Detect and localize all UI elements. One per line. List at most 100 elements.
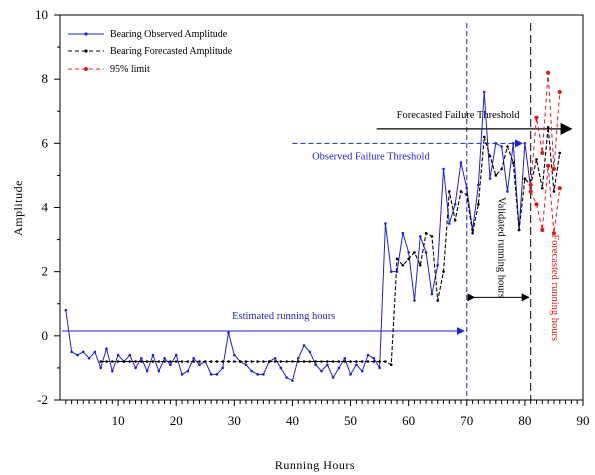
observed-series-point: [285, 376, 288, 379]
observed-series-point: [424, 251, 428, 254]
forecast-series-point: [424, 231, 428, 235]
lower-limit-series-point: [534, 202, 539, 207]
forecast-series-point: [238, 360, 242, 363]
forecast-series-point: [157, 360, 161, 363]
forecast-series-point: [360, 360, 364, 363]
observed-series-point: [128, 353, 132, 357]
observed-series-point: [500, 145, 503, 148]
observed-series-point: [157, 369, 161, 373]
forecast-series-point: [99, 360, 102, 363]
forecast-series-point: [140, 360, 143, 363]
x-tick-label: 70: [460, 413, 473, 428]
forecast-series-point: [482, 135, 486, 139]
observed-series-point: [244, 363, 248, 367]
forecast-series-point: [442, 270, 445, 273]
observed-series-point: [140, 356, 143, 360]
forecast-series-point: [395, 257, 399, 261]
observed-series-point: [180, 373, 184, 376]
series-layer: [64, 70, 562, 383]
lower-limit-series-point: [528, 189, 533, 194]
observed-series-point: [233, 353, 236, 357]
observed-series-point: [163, 356, 166, 360]
x-tick-label: 50: [344, 413, 357, 428]
forecast-series-point: [262, 360, 265, 363]
forecast-series-point: [285, 360, 288, 363]
forecast-series-point: [320, 360, 323, 363]
observed-series-point: [93, 350, 97, 354]
forecast-series-point: [552, 190, 556, 193]
forecast-series-point: [459, 190, 463, 193]
forecast-series-point: [308, 360, 312, 363]
x-tick-label: 40: [286, 413, 299, 428]
forecast-series-point: [250, 360, 254, 363]
x-tick-label: 60: [402, 413, 415, 428]
estimated-hours-label: Estimated running hours: [232, 311, 335, 322]
observed-series-point: [477, 183, 480, 187]
observed-series-point: [308, 350, 312, 354]
observed-series-point: [360, 369, 364, 373]
forecast-series-point: [267, 360, 271, 363]
observed-series-point: [256, 373, 259, 376]
observed-series-point: [192, 356, 195, 360]
upper-limit-series-point: [551, 166, 557, 172]
observed-series-point: [314, 363, 317, 367]
forecast-series-point: [477, 202, 480, 206]
forecast-series-point: [180, 360, 184, 363]
forecast-series-point: [448, 190, 451, 193]
y-tick-label: 0: [42, 328, 49, 343]
observed-series-point: [418, 235, 422, 238]
forecast-series-point: [465, 193, 469, 196]
forecast-series-point: [541, 186, 544, 190]
forecast-series-point: [128, 360, 132, 363]
upper-limit-series-point: [534, 115, 539, 120]
forecast-series-point: [209, 360, 213, 363]
lower-limit-series-point: [540, 227, 545, 233]
observed-series-point: [343, 356, 347, 360]
observed-series-point: [111, 369, 114, 373]
forecast-series-point: [401, 263, 405, 267]
observed-series-point: [337, 366, 341, 370]
observed-series-point: [511, 142, 515, 145]
upper-limit-series-point: [546, 70, 551, 75]
observed-series-point: [134, 366, 137, 370]
observed-series-point: [227, 331, 230, 334]
lower-limit-series-point: [557, 186, 562, 191]
observed-series-point: [529, 186, 532, 190]
forecast-series-point: [186, 360, 190, 363]
forecast-series-point: [279, 360, 283, 363]
forecast-series-point: [326, 360, 329, 363]
observed-series-point: [389, 270, 393, 273]
forecast-series-point: [169, 360, 172, 363]
forecast-series-point: [511, 161, 515, 164]
observed-series-point: [331, 376, 335, 379]
observed-series-point: [186, 369, 190, 373]
observed-series-point: [372, 356, 376, 360]
forecast-series-point: [355, 360, 358, 363]
observed-series-point: [99, 366, 102, 370]
forecast-series-point: [203, 360, 207, 363]
observed-series-point: [105, 347, 108, 350]
observed-series-point: [494, 142, 498, 145]
forecast-series-point: [198, 360, 201, 363]
forecasted-hours-label: Forecasted running hours: [549, 234, 560, 341]
observed-series-point: [401, 231, 405, 235]
forecast-series-point: [122, 360, 126, 363]
observed-series-point: [262, 373, 265, 376]
observed-series-point: [209, 373, 213, 376]
observed-series-point: [273, 356, 277, 360]
x-axis-label: Running Hours: [275, 458, 355, 472]
forecast-series-point: [244, 360, 248, 363]
observed-series-point: [296, 356, 300, 360]
observed-series-point: [465, 186, 469, 190]
forecast-series-point: [116, 360, 120, 363]
lower-limit-series-line: [530, 165, 561, 234]
y-tick-label: 6: [42, 135, 49, 150]
forecast-series-point: [291, 360, 294, 363]
forecast-series-point: [256, 360, 259, 363]
observed-series-point: [291, 379, 294, 383]
upper-limit-series-line: [530, 72, 561, 186]
observed-series-point: [76, 353, 79, 357]
forecast-series-point: [349, 360, 352, 363]
upper-limit-series-point: [557, 89, 562, 95]
